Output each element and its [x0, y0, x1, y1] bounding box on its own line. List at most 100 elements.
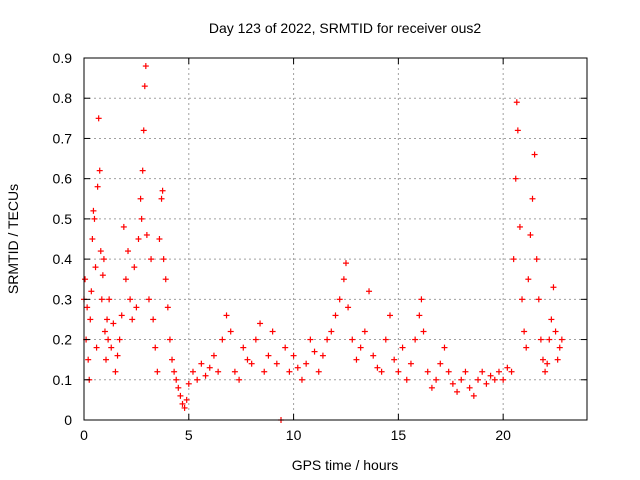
- data-point: [265, 352, 272, 359]
- data-point: [361, 328, 368, 335]
- data-point: [542, 368, 549, 375]
- data-point: [500, 376, 507, 383]
- data-point: [546, 336, 553, 343]
- data-point: [104, 316, 111, 323]
- data-point: [257, 320, 264, 327]
- data-point: [454, 388, 461, 395]
- data-point: [556, 344, 563, 351]
- data-point: [236, 376, 243, 383]
- data-point: [140, 127, 147, 134]
- data-point: [100, 256, 107, 263]
- x-tick-label: 0: [80, 427, 88, 443]
- data-point: [97, 248, 104, 255]
- data-point: [290, 352, 297, 359]
- data-point: [96, 167, 103, 174]
- data-point: [298, 376, 305, 383]
- data-point: [112, 368, 119, 375]
- data-point: [159, 187, 166, 194]
- y-tick-label: 0.9: [53, 50, 73, 66]
- data-point: [386, 312, 393, 319]
- data-point: [533, 256, 540, 263]
- data-point: [137, 195, 144, 202]
- data-point: [470, 392, 477, 399]
- y-tick-label: 0.6: [53, 171, 73, 187]
- data-point: [273, 360, 280, 367]
- chart-title: Day 123 of 2022, SRMTID for receiver ous…: [209, 20, 482, 36]
- data-point: [194, 376, 201, 383]
- data-point: [328, 328, 335, 335]
- data-point: [162, 276, 169, 283]
- data-point: [336, 296, 343, 303]
- data-point: [154, 368, 161, 375]
- data-point: [558, 336, 565, 343]
- data-point: [244, 356, 251, 363]
- data-point: [88, 288, 95, 295]
- data-point: [531, 151, 538, 158]
- data-points: [81, 63, 565, 423]
- x-tick-label: 5: [185, 427, 193, 443]
- data-point: [340, 276, 347, 283]
- data-point: [286, 368, 293, 375]
- data-point: [135, 236, 142, 242]
- data-point: [92, 264, 99, 271]
- data-point: [143, 231, 150, 238]
- data-point: [374, 364, 381, 371]
- data-point: [510, 256, 517, 263]
- data-point: [145, 296, 152, 303]
- data-point: [504, 364, 511, 371]
- data-point: [150, 316, 157, 323]
- data-point: [127, 296, 134, 303]
- data-point: [282, 344, 289, 351]
- y-tick-label: 0.8: [53, 90, 73, 106]
- data-point: [514, 127, 521, 134]
- data-point: [537, 336, 544, 343]
- data-point: [95, 115, 102, 122]
- grid: [84, 58, 587, 420]
- data-point: [519, 296, 526, 303]
- data-point: [219, 336, 226, 343]
- data-point: [479, 368, 486, 375]
- data-point: [512, 175, 519, 182]
- x-tick-label: 10: [286, 427, 302, 443]
- data-point: [173, 376, 180, 383]
- data-point: [508, 368, 515, 375]
- data-point: [332, 312, 339, 319]
- data-point: [142, 63, 149, 70]
- data-point: [240, 344, 247, 351]
- data-point: [412, 336, 419, 343]
- data-point: [315, 368, 322, 375]
- data-point: [366, 288, 373, 295]
- data-point: [160, 256, 167, 263]
- data-point: [202, 372, 209, 379]
- data-point: [248, 360, 255, 367]
- data-point: [458, 376, 465, 383]
- y-tick-label: 0.2: [53, 332, 73, 348]
- axis-ticks: 0 5 10 15 20 0 0.1 0.2 0.3 0.4 0.5 0.6 0.7 0.8 0.9: [53, 50, 587, 443]
- data-point: [231, 368, 238, 375]
- data-point: [185, 380, 192, 387]
- data-point: [475, 376, 482, 383]
- data-point: [548, 316, 555, 323]
- y-tick-label: 0.1: [53, 372, 73, 388]
- data-point: [342, 260, 349, 267]
- data-point: [544, 360, 551, 367]
- data-point: [206, 364, 213, 371]
- data-point: [139, 167, 146, 174]
- data-point: [166, 336, 173, 343]
- data-point: [106, 296, 113, 303]
- x-tick-label: 15: [391, 427, 407, 443]
- data-point: [523, 344, 530, 351]
- data-point: [103, 356, 110, 363]
- data-point: [349, 336, 356, 343]
- data-point: [319, 352, 326, 359]
- data-point: [215, 368, 222, 375]
- data-point: [324, 336, 331, 343]
- data-point: [525, 276, 532, 283]
- data-point: [449, 380, 456, 387]
- data-point: [303, 360, 310, 367]
- data-point: [552, 328, 559, 335]
- data-point: [403, 376, 410, 383]
- data-point: [535, 296, 542, 303]
- data-point: [428, 384, 435, 391]
- data-point: [129, 316, 136, 323]
